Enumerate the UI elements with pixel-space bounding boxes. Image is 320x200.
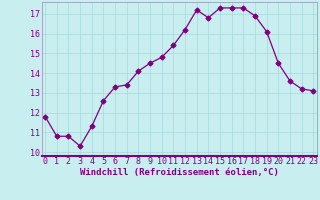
X-axis label: Windchill (Refroidissement éolien,°C): Windchill (Refroidissement éolien,°C) <box>80 168 279 177</box>
